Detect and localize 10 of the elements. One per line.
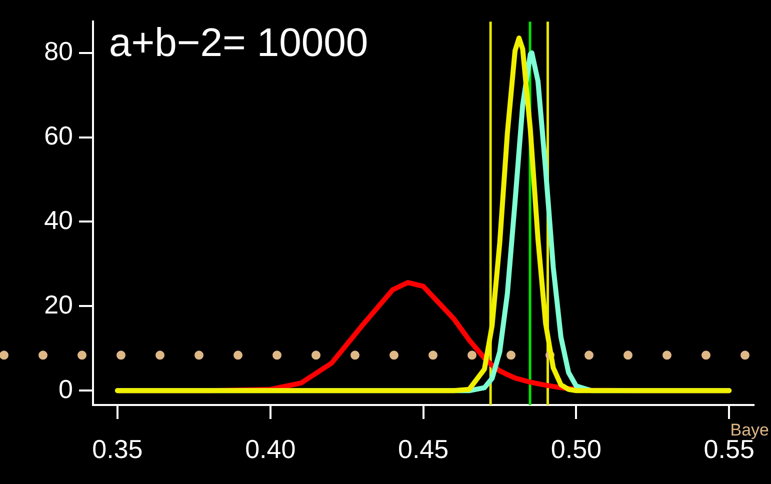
x-tick-label: 0.35: [92, 434, 143, 464]
y-tick-label: 40: [44, 204, 73, 235]
y-tick-label: 0: [58, 374, 73, 404]
x-tick-label: 0.45: [398, 434, 449, 464]
y-tick-label: 60: [44, 120, 73, 150]
x-tick-label: 0.40: [245, 434, 296, 464]
y-tick-label: 20: [44, 289, 73, 320]
y-tick-label: 80: [44, 36, 73, 66]
x-tick-label: 0.50: [550, 434, 602, 464]
chart-title: a+b−2= 10000: [109, 21, 368, 66]
